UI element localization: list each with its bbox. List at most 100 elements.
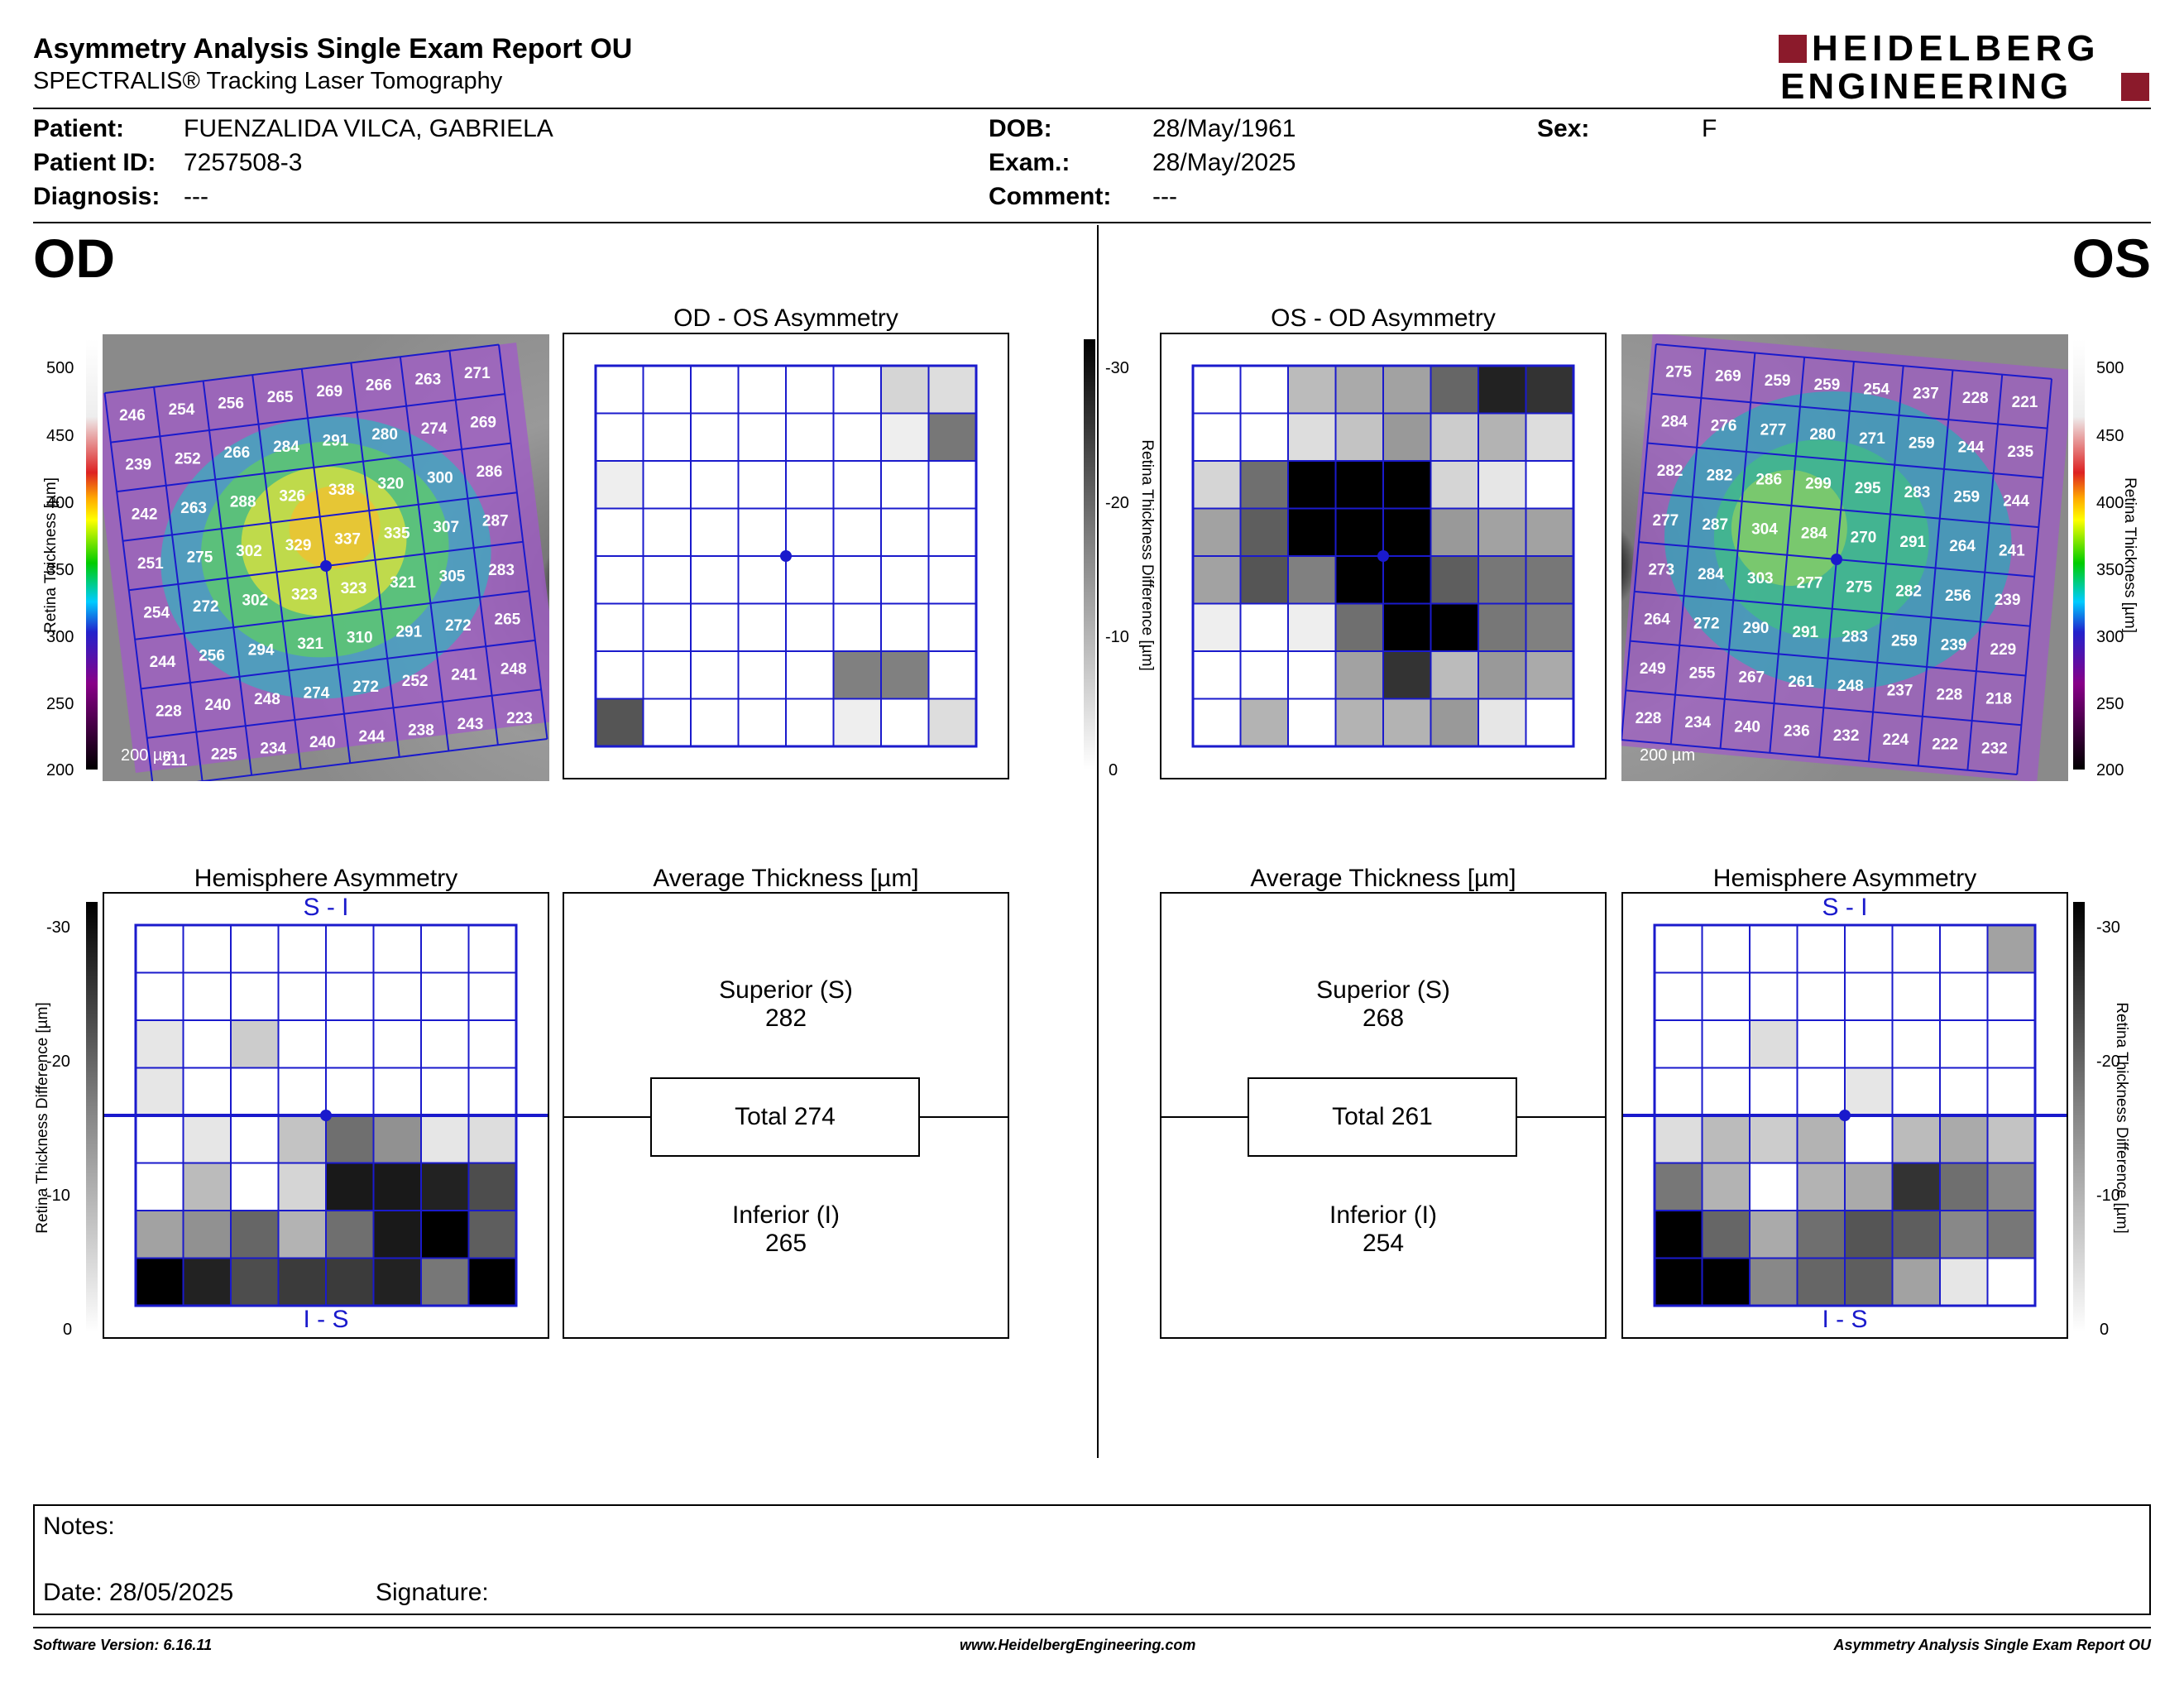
os-thickness-value: 221 bbox=[2012, 394, 2038, 411]
od-hemi-grid bbox=[104, 923, 548, 1307]
os-hemi-cell bbox=[1844, 1019, 1894, 1069]
os-hemi-panel: S - I I - S bbox=[1621, 892, 2068, 1339]
os-hemi-cell bbox=[1891, 971, 1941, 1021]
od-hemi-bottom-label: I - S bbox=[303, 1306, 349, 1333]
os-asym-cell bbox=[1239, 507, 1289, 557]
od-asym-cell bbox=[690, 650, 740, 700]
os-thickness-value: 299 bbox=[1805, 476, 1832, 493]
od-avg-panel: Superior (S) 282 Total 274 Inferior (I) … bbox=[563, 892, 1009, 1339]
os-hemi-cell bbox=[1986, 971, 2036, 1021]
os-hemi-cell bbox=[1796, 1115, 1846, 1164]
od-asym-cell bbox=[737, 460, 787, 510]
os-asym-cell bbox=[1287, 650, 1337, 700]
od-hemi-fovea-dot bbox=[320, 1110, 332, 1121]
od-hemi-cell bbox=[230, 971, 280, 1021]
os-thickness-value: 259 bbox=[1953, 488, 1980, 506]
od-inferior-label: Inferior (I) bbox=[731, 1201, 841, 1229]
od-thickness-value: 274 bbox=[421, 420, 448, 438]
od-hemi-cell bbox=[467, 1257, 517, 1307]
od-thickness-value: 266 bbox=[224, 444, 251, 462]
od-hemi-tick-10: -10 bbox=[46, 1187, 70, 1205]
od-hemi-cell bbox=[182, 1210, 232, 1259]
os-thickness-value: 218 bbox=[1985, 691, 2012, 708]
os-hemi-cell bbox=[1796, 1162, 1846, 1211]
os-hemi-fovea-dot bbox=[1839, 1110, 1851, 1121]
os-hemi-bottom-label: I - S bbox=[1822, 1306, 1868, 1333]
os-thickness-value: 273 bbox=[1648, 562, 1674, 579]
od-thickness-value: 335 bbox=[384, 525, 410, 542]
os-asym-panel bbox=[1160, 333, 1607, 779]
od-thickness-value: 280 bbox=[371, 426, 398, 444]
os-thickness-value: 234 bbox=[1684, 714, 1711, 731]
diagnosis-value: --- bbox=[184, 183, 208, 210]
patient-divider bbox=[33, 222, 2151, 223]
od-asym-cell bbox=[785, 365, 835, 415]
od-asym-cell bbox=[832, 412, 882, 462]
od-thickness-value: 263 bbox=[414, 371, 441, 388]
od-hemi-cell bbox=[230, 1115, 280, 1164]
patient-label: Patient: bbox=[33, 115, 125, 142]
od-asym-cell bbox=[642, 698, 692, 747]
od-asym-cell bbox=[690, 460, 740, 510]
os-asym-cell bbox=[1525, 698, 1574, 747]
os-thickness-value: 275 bbox=[1665, 363, 1692, 381]
os-tick-400: 400 bbox=[2096, 494, 2124, 512]
os-thickness-value: 303 bbox=[1747, 570, 1774, 587]
od-asym-cell bbox=[832, 460, 882, 510]
os-hemi-cell bbox=[1701, 1067, 1751, 1116]
os-hemi-axis-label: Retina Thickness Difference [µm] bbox=[2113, 1002, 2130, 1234]
os-thickness-value: 304 bbox=[1751, 520, 1778, 538]
od-asym-cell bbox=[785, 698, 835, 747]
date-label: Date: 28/05/2025 bbox=[43, 1579, 234, 1606]
os-asym-cell bbox=[1525, 555, 1574, 605]
os-hemi-cell bbox=[1749, 1067, 1798, 1116]
os-thickness-value: 291 bbox=[1899, 534, 1926, 551]
od-thickness-value: 234 bbox=[260, 740, 286, 757]
diff-center-axis-label: Retina Thickness Difference [µm] bbox=[1138, 439, 1156, 671]
od-thickness-value: 287 bbox=[482, 513, 509, 530]
signature-label: Signature: bbox=[376, 1579, 489, 1606]
od-hemi-cell bbox=[182, 971, 232, 1021]
os-thickness-value: 282 bbox=[1657, 463, 1684, 480]
od-thickness-value: 244 bbox=[359, 728, 386, 746]
od-hemi-axis-label: Retina Thickness Difference [µm] bbox=[34, 1002, 51, 1234]
od-hemi-tick-0: 0 bbox=[63, 1321, 73, 1339]
footer-website[interactable]: www.HeidelbergEngineering.com bbox=[960, 1637, 1196, 1653]
os-hemi-cell bbox=[1654, 1257, 1703, 1307]
os-asym-cell bbox=[1382, 460, 1432, 510]
od-hemi-cell bbox=[182, 1162, 232, 1211]
os-fundus-map: 275 269 259 259 254 237 228 221 284 276 277 280 271 2… bbox=[1621, 334, 2068, 781]
os-hemi-cell bbox=[1939, 1210, 1989, 1259]
os-thickness-value: 282 bbox=[1707, 467, 1733, 484]
header-divider bbox=[33, 108, 2151, 109]
os-thickness-value: 272 bbox=[1693, 616, 1720, 633]
os-hemi-cell bbox=[1891, 1115, 1941, 1164]
od-tick-250: 250 bbox=[46, 695, 74, 713]
od-hemi-cell bbox=[372, 1162, 422, 1211]
os-thickness-value: 277 bbox=[1653, 512, 1679, 530]
notes-box[interactable]: Notes: Date: 28/05/2025 Signature: bbox=[33, 1504, 2151, 1615]
od-asym-cell bbox=[832, 650, 882, 700]
od-asym-cell bbox=[832, 602, 882, 652]
os-gridline bbox=[1966, 374, 2004, 770]
patient-name: FUENZALIDA VILCA, GABRIELA bbox=[184, 115, 553, 142]
od-thickness-value: 300 bbox=[427, 469, 453, 487]
os-hemi-cell bbox=[1939, 1257, 1989, 1307]
os-hemi-cell bbox=[1654, 1210, 1703, 1259]
od-asym-cell bbox=[785, 507, 835, 557]
od-gridline bbox=[350, 362, 400, 758]
os-asym-cell bbox=[1334, 650, 1384, 700]
od-asym-cell bbox=[880, 365, 930, 415]
os-hemi-cell bbox=[1654, 971, 1703, 1021]
os-hemi-tick-10: -10 bbox=[2096, 1187, 2120, 1205]
footer-software: Software Version: 6.16.11 bbox=[33, 1637, 213, 1653]
od-hemi-cell bbox=[420, 1257, 470, 1307]
od-thickness-value: 266 bbox=[366, 377, 392, 395]
os-hemi-cell bbox=[1891, 1210, 1941, 1259]
od-thickness-value: 283 bbox=[488, 562, 515, 579]
os-asym-cell bbox=[1334, 698, 1384, 747]
od-asym-cell bbox=[737, 507, 787, 557]
os-asym-cell bbox=[1525, 365, 1574, 415]
od-thickness-value: 240 bbox=[205, 697, 232, 714]
od-asym-cell bbox=[737, 555, 787, 605]
